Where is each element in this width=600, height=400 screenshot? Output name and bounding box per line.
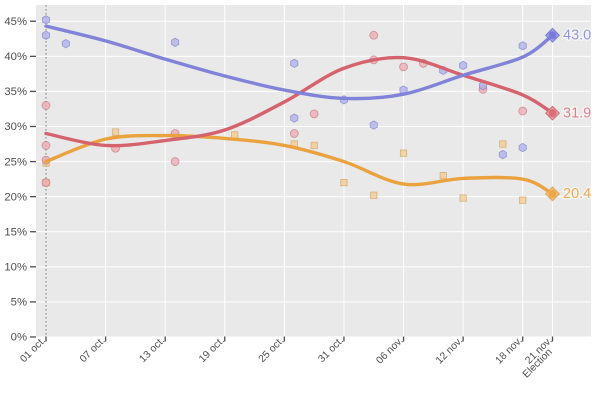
svg-text:40%: 40% bbox=[4, 51, 27, 63]
svg-text:10%: 10% bbox=[4, 262, 27, 274]
svg-text:30%: 30% bbox=[4, 121, 27, 133]
svg-text:5%: 5% bbox=[11, 297, 27, 309]
svg-text:20.4: 20.4 bbox=[563, 186, 591, 202]
svg-text:15%: 15% bbox=[4, 226, 27, 238]
svg-text:13 oct.: 13 oct. bbox=[138, 335, 168, 365]
svg-text:18 nov.: 18 nov. bbox=[494, 335, 525, 366]
svg-text:43.0: 43.0 bbox=[563, 28, 591, 44]
svg-text:25 oct.: 25 oct. bbox=[257, 335, 287, 365]
svg-text:12 nov.: 12 nov. bbox=[434, 335, 465, 366]
svg-text:31.9: 31.9 bbox=[563, 106, 591, 122]
svg-text:35%: 35% bbox=[4, 86, 27, 98]
svg-text:19 oct.: 19 oct. bbox=[197, 335, 227, 365]
svg-text:31 oct.: 31 oct. bbox=[316, 335, 346, 365]
svg-text:25%: 25% bbox=[4, 156, 27, 168]
svg-text:07 oct.: 07 oct. bbox=[78, 335, 108, 365]
svg-text:20%: 20% bbox=[4, 191, 27, 203]
svg-text:0%: 0% bbox=[11, 332, 27, 344]
svg-text:45%: 45% bbox=[4, 16, 27, 28]
svg-text:06 nov.: 06 nov. bbox=[375, 335, 406, 366]
